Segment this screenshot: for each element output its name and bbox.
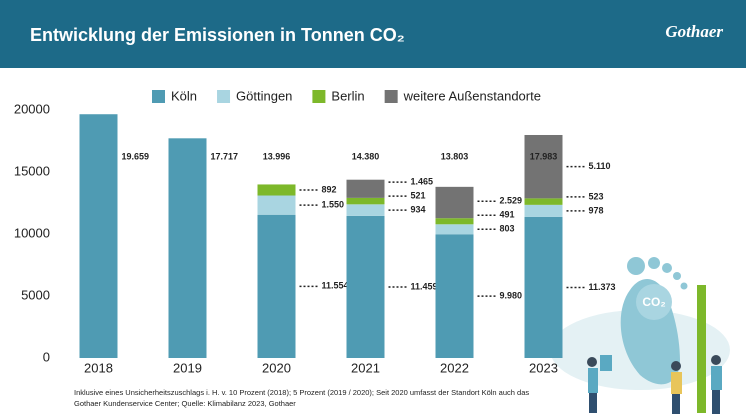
person [711,366,722,390]
legend-swatch [312,90,326,103]
bar-segment [524,134,563,199]
toe [627,257,645,275]
y-tick-label: 0 [43,349,50,364]
legend-label: Berlin [331,88,364,103]
person [600,355,612,371]
y-tick-label: 15000 [14,163,50,178]
bar-segment [257,214,296,358]
toe [673,272,681,280]
legend-swatch [217,90,231,103]
bar-segment [346,197,385,205]
bar-segment [257,184,296,196]
value-label: 523 [589,191,604,201]
person [711,355,721,365]
value-label: 9.980 [500,290,523,300]
bar-segment [346,215,385,358]
x-tick-label: 2018 [84,360,113,375]
person [671,361,681,371]
bar-segment [435,234,474,358]
bar-segment [435,218,474,225]
person [712,390,720,414]
value-label: 803 [500,224,515,234]
bar-segment [168,138,207,358]
value-label: 1.465 [411,176,434,186]
logo: Gothaer [665,22,723,41]
value-label: 978 [589,205,604,215]
toe [662,263,672,273]
total-label: 13.803 [441,151,469,161]
person [672,394,680,414]
illustration: CO₂ [550,257,730,414]
badge [636,284,672,320]
y-tick-label: 10000 [14,225,50,240]
footnote: Gothaer Kundenservice Center; Quelle: Kl… [74,399,296,408]
toe [680,282,688,290]
illustration-label: CO₂ [642,295,665,309]
value-label: 1.550 [322,199,345,209]
x-tick-label: 2020 [262,360,291,375]
total-label: 13.996 [263,151,291,161]
x-tick-label: 2023 [529,360,558,375]
value-label: 11.459 [411,281,438,291]
value-label: 11.373 [589,282,616,292]
value-label: 491 [500,210,515,220]
bar-segment [524,216,563,358]
x-tick-label: 2022 [440,360,469,375]
total-label: 14.380 [352,151,380,161]
bar-segment [435,224,474,235]
legend-swatch [384,90,398,103]
y-tick-label: 20000 [14,101,50,116]
header [0,0,746,68]
legend-label: Göttingen [236,88,292,103]
ruler [697,285,706,413]
bar-segment [435,186,474,219]
value-label: 11.554 [322,281,349,291]
chart-title: Entwicklung der Emissionen in Tonnen CO₂ [30,25,405,45]
footnote: Inklusive eines Unsicherheitszuschlags i… [74,388,529,397]
bar-segment [346,179,385,198]
bar-segment [79,114,118,359]
bar-segment [524,198,563,205]
total-label: 19.659 [122,151,150,161]
value-label: 5.110 [589,161,611,171]
legend-label: Köln [171,88,197,103]
y-tick-label: 5000 [21,287,50,302]
legend-label: weitere Außenstandorte [403,88,541,103]
person [671,372,682,394]
legend-swatch [152,90,165,103]
bar-segment [524,204,563,217]
total-label: 17.983 [530,151,558,161]
person [588,368,598,393]
value-label: 934 [411,204,426,214]
value-label: 2.529 [500,196,523,206]
bar-segment [257,195,296,215]
x-tick-label: 2019 [173,360,202,375]
total-label: 17.717 [211,151,239,161]
x-tick-label: 2021 [351,360,380,375]
value-label: 521 [411,190,426,200]
toe [648,257,660,269]
bar-segment [346,204,385,216]
person [589,393,597,413]
value-label: 892 [322,184,337,194]
person [587,357,597,367]
